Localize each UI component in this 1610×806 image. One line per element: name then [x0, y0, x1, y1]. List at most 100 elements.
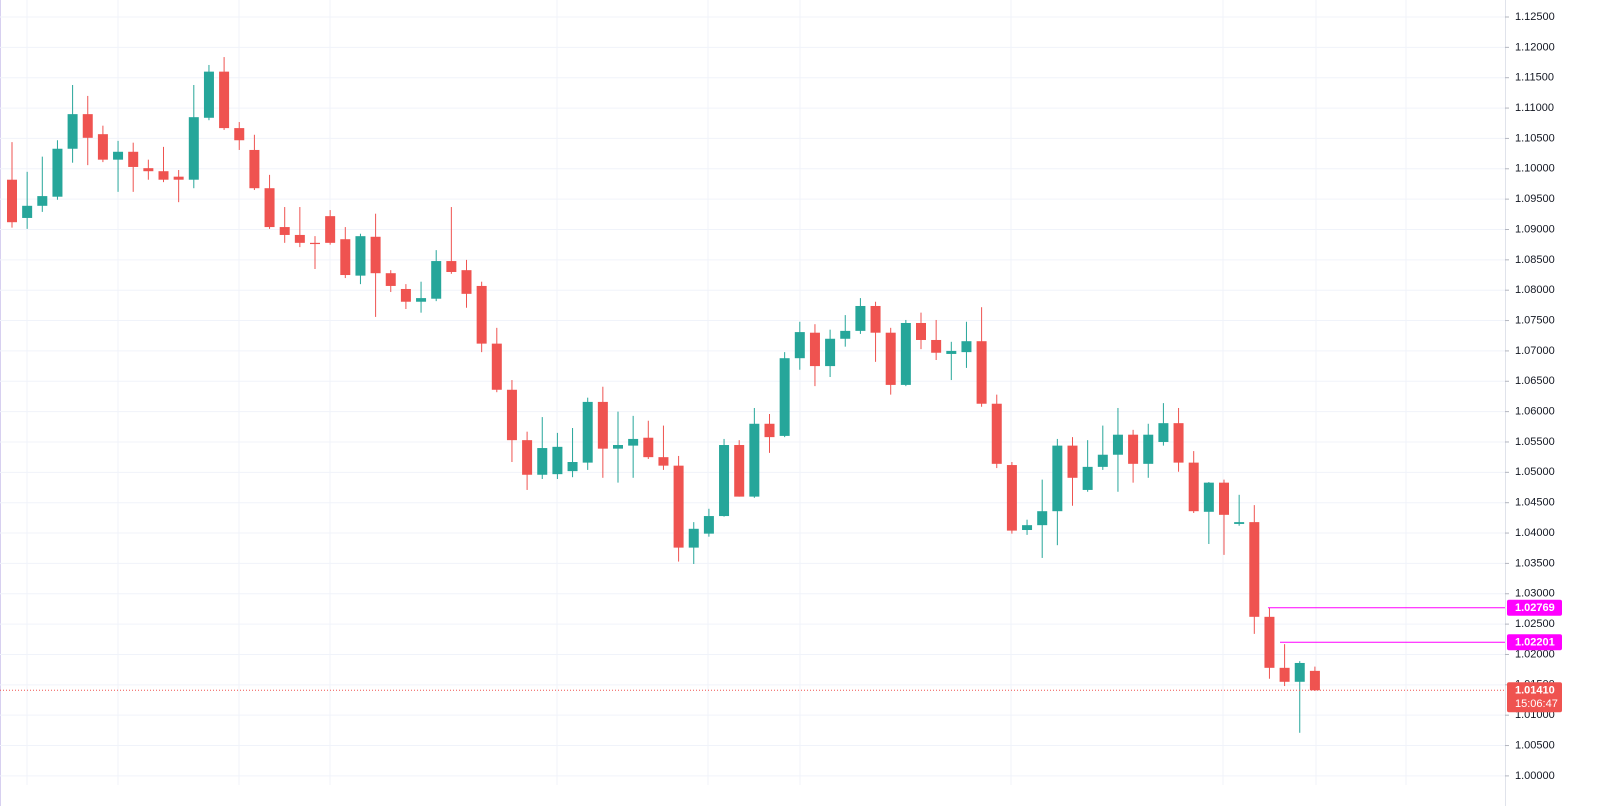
candle-body: [916, 322, 926, 340]
price-line-label-bg: [1507, 599, 1562, 616]
candle-body: [279, 227, 290, 235]
candle-body: [1006, 465, 1017, 531]
candle-body: [703, 516, 714, 534]
candle-body: [370, 236, 381, 274]
candle-body: [1097, 454, 1108, 467]
y-tick-label: 1.06500: [1515, 375, 1555, 387]
y-tick-label: 1.03500: [1515, 557, 1555, 569]
candle-body: [1264, 616, 1275, 668]
candle-body: [597, 401, 608, 449]
y-tick-label: 1.05000: [1515, 466, 1555, 478]
candle-body: [537, 448, 548, 475]
candle-body: [143, 168, 154, 172]
y-tick-label: 1.12500: [1515, 11, 1555, 23]
candle-body: [1067, 445, 1078, 478]
candle-body: [188, 117, 199, 180]
candle-body: [461, 270, 472, 294]
countdown: 15:06:47: [1515, 698, 1558, 710]
y-tick-label: 1.07500: [1515, 314, 1555, 326]
candle-body: [522, 440, 533, 475]
candle-body: [128, 151, 139, 167]
candle-body: [1309, 670, 1320, 691]
candle-body: [385, 273, 396, 286]
candle-body: [1173, 423, 1184, 463]
y-tick-label: 1.04500: [1515, 497, 1555, 509]
candle-body: [310, 242, 320, 245]
candle-body: [1249, 522, 1260, 617]
candle-body: [1294, 662, 1305, 682]
vertical-grid: [26, 0, 1407, 785]
candle-body: [552, 446, 563, 475]
candle-body: [825, 338, 836, 367]
candle-body: [900, 322, 911, 385]
candle-body: [855, 305, 866, 331]
candle-body: [1082, 466, 1093, 490]
candle-body: [158, 171, 169, 180]
last-price-bg: [1507, 682, 1562, 713]
candle-body: [567, 462, 578, 472]
candle-body: [840, 330, 851, 339]
candle-body: [249, 149, 260, 189]
y-tick-label: 1.12000: [1515, 41, 1555, 53]
candle-body: [1052, 445, 1063, 512]
y-tick-label: 1.02000: [1515, 648, 1555, 660]
price-line-label: 1.02769: [1515, 602, 1555, 614]
candle-body: [340, 239, 351, 276]
candle-body: [203, 71, 214, 118]
candle-body: [1143, 434, 1154, 464]
candle-body: [931, 339, 942, 353]
candle-body: [1022, 525, 1033, 531]
candle-body: [673, 465, 684, 548]
candle-body: [1279, 667, 1290, 682]
candle-body: [294, 234, 305, 243]
candle-body: [325, 216, 336, 243]
candle-body: [219, 71, 230, 129]
y-tick-label: 1.06000: [1515, 406, 1555, 418]
y-tick-label: 1.10000: [1515, 163, 1555, 175]
candle-body: [885, 332, 896, 385]
price-line-label-bg: [1507, 634, 1562, 651]
candle-body: [1037, 511, 1048, 526]
candle-body: [264, 188, 275, 228]
y-tick-label: 1.11000: [1515, 102, 1554, 114]
candle-body: [446, 261, 457, 272]
y-tick-label: 1.10500: [1515, 132, 1555, 144]
candle-body: [976, 341, 987, 404]
candle-body: [946, 350, 957, 354]
candle-body: [431, 261, 442, 299]
candle-body: [719, 445, 730, 517]
candle-body: [97, 134, 108, 160]
candle-body: [7, 179, 17, 223]
candle-body: [749, 423, 760, 497]
candle-body: [1234, 522, 1245, 524]
candle-body: [355, 236, 366, 276]
candle-body: [1203, 482, 1214, 512]
candle-body: [173, 176, 184, 180]
y-tick-label: 1.09000: [1515, 223, 1555, 235]
candle-body: [643, 437, 654, 458]
last-price-label: 1.01410: [1515, 685, 1555, 697]
candle-body: [1128, 434, 1139, 464]
y-tick-label: 1.04000: [1515, 527, 1555, 539]
candle-body: [416, 298, 427, 302]
candle-body: [1219, 482, 1229, 515]
candle-body: [400, 288, 411, 302]
candle-body: [506, 389, 517, 441]
y-tick-label: 1.09500: [1515, 193, 1555, 205]
y-tick-label: 1.05500: [1515, 436, 1555, 448]
candle-body: [961, 341, 972, 353]
candle-body: [1158, 423, 1169, 442]
candle-body: [22, 205, 33, 218]
y-tick-label: 1.08000: [1515, 284, 1555, 296]
candle-body: [476, 285, 487, 344]
candle-body: [991, 403, 1002, 464]
candle-body: [67, 114, 78, 149]
candle-body: [794, 332, 805, 359]
y-tick-label: 1.00500: [1515, 739, 1555, 751]
y-tick-label: 1.11500: [1515, 72, 1554, 84]
candle-body: [1188, 462, 1199, 512]
candle-body: [613, 445, 623, 449]
y-tick-label: 1.00000: [1515, 770, 1555, 782]
